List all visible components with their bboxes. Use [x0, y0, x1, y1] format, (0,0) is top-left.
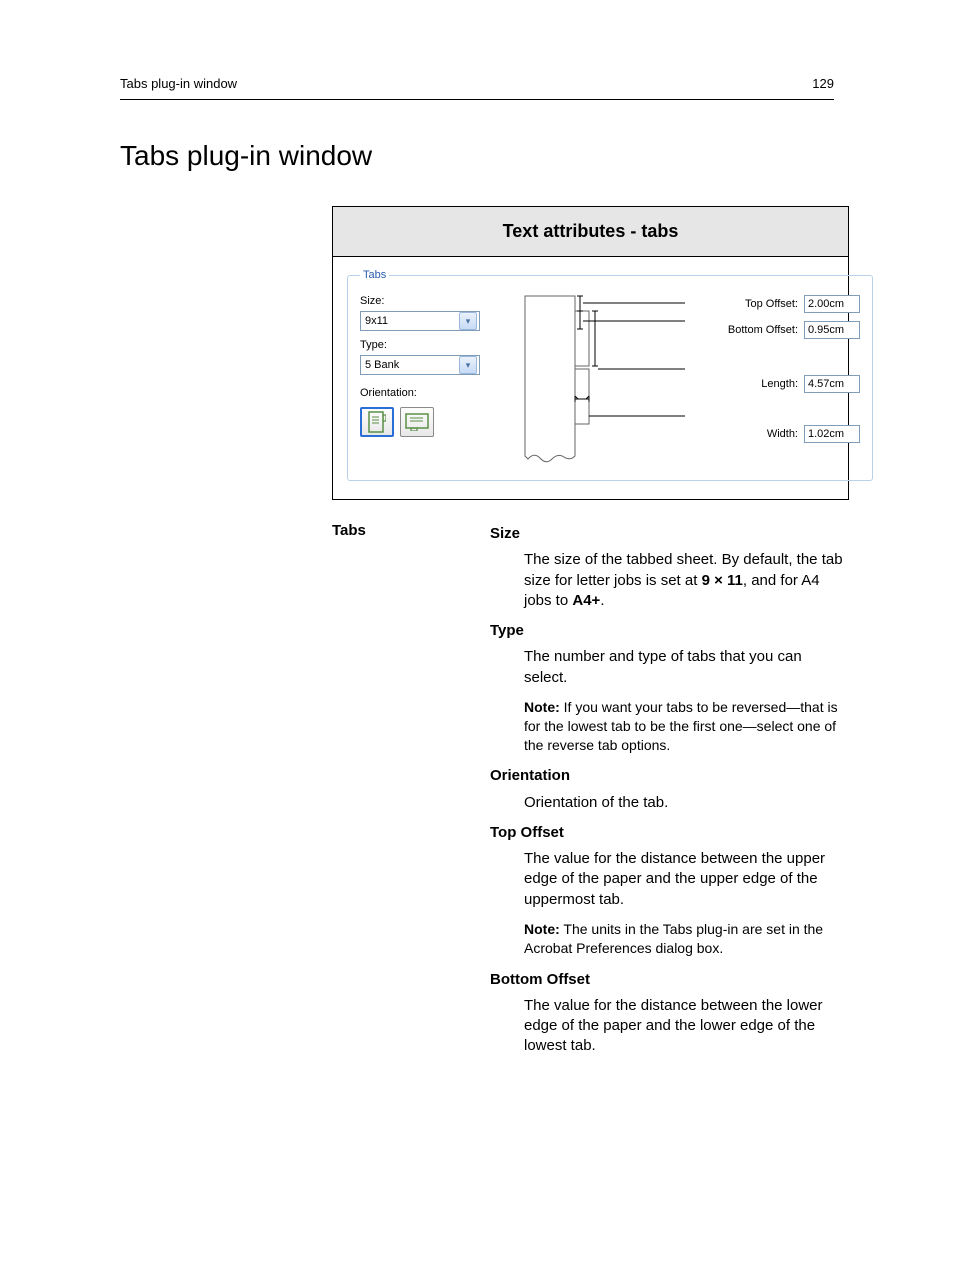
width-label: Width:	[710, 428, 798, 440]
term-type: Type	[490, 621, 849, 641]
width-input[interactable]	[804, 425, 860, 443]
top-offset-input[interactable]	[804, 295, 860, 313]
term-orientation: Orientation	[490, 766, 849, 786]
orientation-label: Orientation:	[360, 387, 500, 399]
def-top-offset: The value for the distance between the u…	[524, 849, 849, 910]
header-rule	[120, 99, 834, 100]
def-bottom-offset: The value for the distance between the l…	[524, 996, 849, 1057]
page-title: Tabs plug-in window	[120, 140, 954, 172]
tabs-fieldset: Tabs Size: 9x11 ▾ Type: 5 Bank ▾	[347, 269, 873, 481]
size-select[interactable]: 9x11 ▾	[360, 311, 480, 331]
type-label: Type:	[360, 339, 500, 351]
orientation-landscape-icon	[405, 413, 429, 431]
running-header-page-number: 129	[812, 76, 834, 91]
def-orientation: Orientation of the tab.	[524, 793, 849, 813]
term-bottom-offset: Bottom Offset	[490, 970, 849, 990]
def-type: The number and type of tabs that you can…	[524, 647, 849, 688]
tabs-fieldset-legend: Tabs	[360, 269, 389, 281]
note-top-offset: Note: The units in the Tabs plug-in are …	[524, 920, 849, 958]
size-label: Size:	[360, 295, 500, 307]
note-type: Note: If you want your tabs to be revers…	[524, 698, 849, 755]
running-header-left: Tabs plug-in window	[120, 76, 237, 91]
chevron-down-icon: ▾	[459, 356, 477, 374]
tab-diagram	[520, 291, 690, 466]
type-select[interactable]: 5 Bank ▾	[360, 355, 480, 375]
desc-group-label: Tabs	[332, 522, 462, 1067]
chevron-down-icon: ▾	[459, 312, 477, 330]
term-top-offset: Top Offset	[490, 823, 849, 843]
length-input[interactable]	[804, 375, 860, 393]
orientation-portrait-button[interactable]	[360, 407, 394, 437]
panel-title-bar: Text attributes - tabs	[332, 206, 849, 256]
term-size: Size	[490, 524, 849, 544]
orientation-landscape-button[interactable]	[400, 407, 434, 437]
bottom-offset-input[interactable]	[804, 321, 860, 339]
orientation-portrait-icon	[368, 411, 386, 433]
top-offset-label: Top Offset:	[710, 298, 798, 310]
type-select-value: 5 Bank	[365, 359, 399, 371]
def-size: The size of the tabbed sheet. By default…	[524, 550, 849, 611]
bottom-offset-label: Bottom Offset:	[710, 324, 798, 336]
size-select-value: 9x11	[365, 315, 388, 327]
panel-body: Tabs Size: 9x11 ▾ Type: 5 Bank ▾	[332, 256, 849, 500]
length-label: Length:	[710, 378, 798, 390]
